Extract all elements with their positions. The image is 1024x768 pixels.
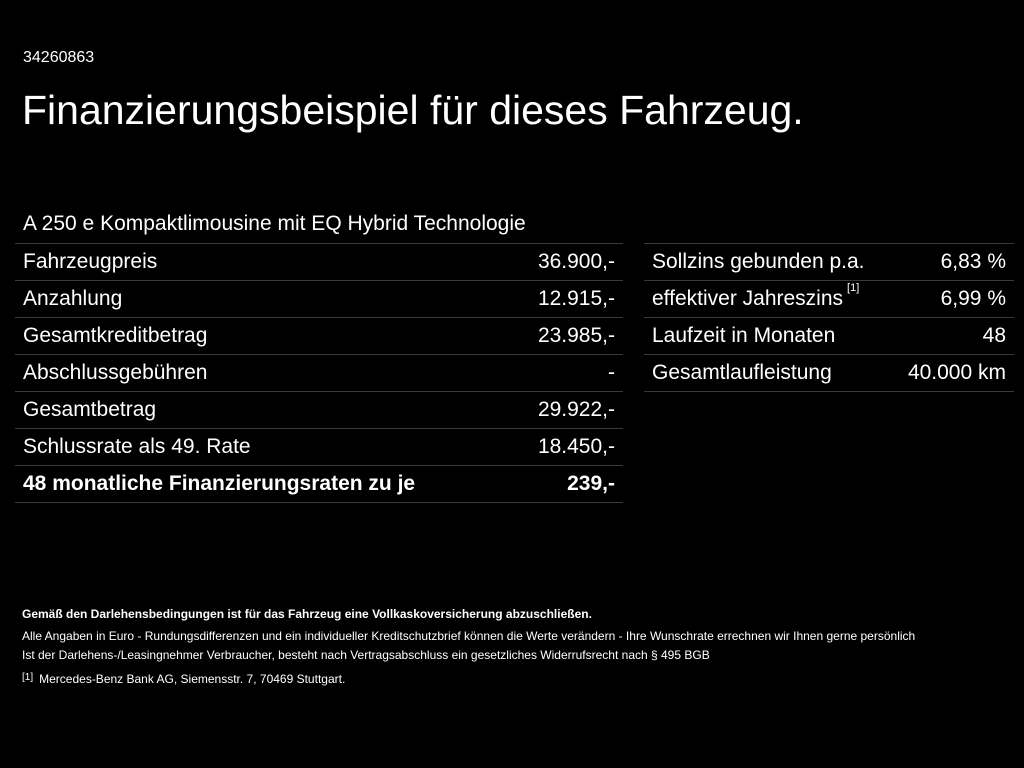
row-value: - <box>608 361 615 384</box>
row-value: 23.985,- <box>537 324 615 347</box>
table-row-total-mileage: Gesamtlaufleistung 40.000 km <box>644 355 1014 392</box>
footnote-entry: [1] Mercedes-Benz Bank AG, Siemensstr. 7… <box>22 670 1012 689</box>
row-value: 18.450,- <box>537 435 615 458</box>
table-row-term-months: Laufzeit in Monaten 48 <box>644 318 1014 355</box>
row-label: Laufzeit in Monaten <box>652 324 836 347</box>
row-value: 40.000 km <box>907 361 1006 384</box>
table-row-vehicle-price: Fahrzeugpreis 36.900,- <box>15 243 623 281</box>
row-label: Gesamtlaufleistung <box>652 361 832 384</box>
currency-note: Alle Angaben in Euro - Rundungsdifferenz… <box>22 629 916 643</box>
row-value: 239,- <box>567 472 615 495</box>
row-label: Gesamtbetrag <box>23 398 157 421</box>
reference-number: 34260863 <box>23 49 95 66</box>
row-label: 48 monatliche Finanzierungsraten zu je <box>23 472 416 495</box>
table-row-final-installment: Schlussrate als 49. Rate 18.450,- <box>15 429 623 466</box>
row-label-group: effektiver Jahreszins [1] <box>652 282 860 312</box>
table-row-total-amount: Gesamtbetrag 29.922,- <box>15 392 623 429</box>
financing-terms-table: Sollzins gebunden p.a. 6,83 % effektiver… <box>644 243 1014 392</box>
legal-footnotes: Gemäß den Darlehensbedingungen ist für d… <box>22 605 1012 689</box>
row-value: 36.900,- <box>537 250 615 273</box>
withdrawal-note: Ist der Darlehens-/Leasingnehmer Verbrau… <box>22 648 710 662</box>
row-value: 29.922,- <box>537 398 615 421</box>
financing-cost-table: Fahrzeugpreis 36.900,- Anzahlung 12.915,… <box>15 243 623 503</box>
row-label: Abschlussgebühren <box>23 361 208 384</box>
row-value: 6,99 % <box>940 287 1006 310</box>
row-value: 12.915,- <box>537 287 615 310</box>
row-label: Gesamtkreditbetrag <box>23 324 208 347</box>
table-row-total-credit: Gesamtkreditbetrag 23.985,- <box>15 318 623 355</box>
row-label: Sollzins gebunden p.a. <box>652 250 865 273</box>
footnote-reference: [1] <box>847 282 860 294</box>
footnote-text: Mercedes-Benz Bank AG, Siemensstr. 7, 70… <box>39 672 346 686</box>
table-row-effective-rate: effektiver Jahreszins [1] 6,99 % <box>644 281 1014 318</box>
table-row-nominal-rate: Sollzins gebunden p.a. 6,83 % <box>644 243 1014 281</box>
page-title: Finanzierungsbeispiel für dieses Fahrzeu… <box>22 87 804 133</box>
table-row-monthly-rate: 48 monatliche Finanzierungsraten zu je 2… <box>15 466 623 503</box>
row-label: Fahrzeugpreis <box>23 250 158 273</box>
row-value: 6,83 % <box>940 250 1006 273</box>
insurance-note: Gemäß den Darlehensbedingungen ist für d… <box>22 607 592 621</box>
row-label: effektiver Jahreszins <box>652 287 844 310</box>
row-label: Schlussrate als 49. Rate <box>23 435 251 458</box>
row-label: Anzahlung <box>23 287 123 310</box>
footnote-mark: [1] <box>22 672 34 683</box>
row-value: 48 <box>982 324 1006 347</box>
vehicle-name: A 250 e Kompaktlimousine mit EQ Hybrid T… <box>23 212 526 235</box>
table-row-down-payment: Anzahlung 12.915,- <box>15 281 623 318</box>
table-row-closing-fees: Abschlussgebühren - <box>15 355 623 392</box>
